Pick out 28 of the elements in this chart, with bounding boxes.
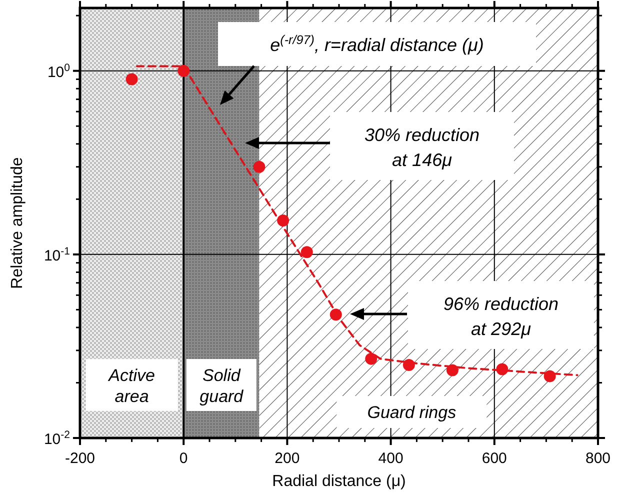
point — [446, 364, 458, 376]
point — [544, 370, 556, 382]
point — [253, 160, 266, 173]
point — [330, 308, 342, 321]
y-tick-label: 10$^{0}$ — [47, 62, 70, 81]
x-tick-label: -200 — [64, 450, 96, 467]
point — [178, 64, 190, 77]
y-tick-label: 10$^{-1}$ — [44, 245, 70, 264]
y-axis-title: Relative amplitude — [9, 157, 26, 289]
annotation: 30% reduction at 146μ — [364, 125, 480, 170]
band-label: Active area — [108, 366, 155, 406]
x-tick-label: 400 — [378, 450, 404, 467]
point — [496, 363, 508, 376]
point — [365, 352, 378, 365]
annotation: e$^{(-r/97)}$, r=radial distance (μ) — [270, 33, 484, 55]
x-tick-label: 0 — [179, 450, 188, 467]
point — [300, 246, 313, 258]
y-tick-label: 10$^{-2}$ — [44, 429, 70, 448]
x-tick-label: 200 — [274, 450, 300, 467]
band-label: Guard rings — [367, 403, 457, 422]
annotation: 96% reduction at 292μ — [443, 294, 559, 339]
x-tick-label: 800 — [585, 450, 611, 467]
x-tick-label: 600 — [482, 450, 507, 467]
x-axis-title: Radial distance (μ) — [272, 473, 406, 490]
band-label: Solid guard — [200, 366, 244, 406]
point — [277, 214, 290, 227]
point — [126, 73, 138, 86]
point — [402, 358, 415, 371]
